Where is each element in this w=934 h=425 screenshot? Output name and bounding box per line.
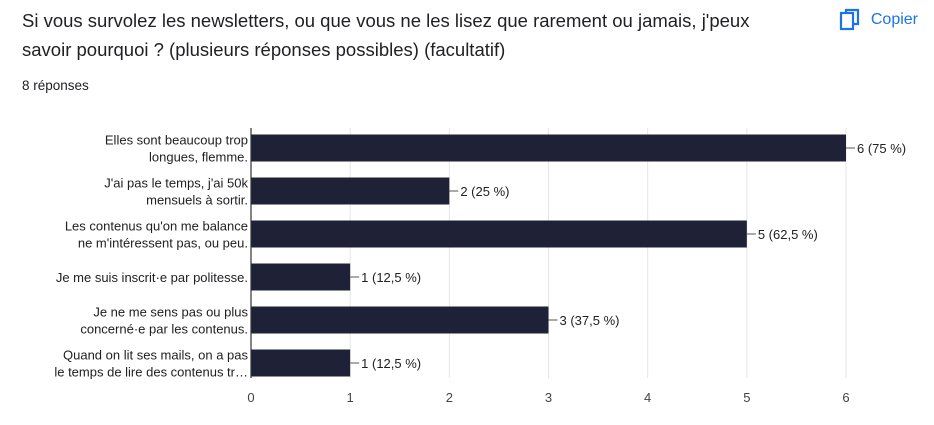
x-tick-label: 2 xyxy=(446,390,453,405)
data-label: 3 (37,5 %) xyxy=(560,313,620,328)
category-label: ne m'intéressent pas, ou peu. xyxy=(78,236,248,251)
response-count: 8 réponses xyxy=(22,78,89,93)
category-label: Quand on lit ses mails, on a pas xyxy=(63,348,248,363)
x-tick-label: 4 xyxy=(644,390,651,405)
data-label: 5 (62,5 %) xyxy=(758,227,818,242)
data-label: 1 (12,5 %) xyxy=(361,270,421,285)
x-tick-label: 6 xyxy=(842,390,849,405)
bar xyxy=(251,134,846,162)
copy-button-label: Copier xyxy=(870,11,918,28)
x-tick-label: 5 xyxy=(743,390,750,405)
data-label: 6 (75 %) xyxy=(857,141,906,156)
x-tick-label: 0 xyxy=(247,390,254,405)
bar xyxy=(251,263,351,291)
category-label: J'ai pas le temps, j'ai 50k xyxy=(104,176,248,191)
bar xyxy=(251,177,450,205)
category-label: Je ne me sens pas ou plus xyxy=(93,305,248,320)
copy-button[interactable]: Copier xyxy=(839,6,918,34)
category-label: Les contenus qu'on me balance xyxy=(65,219,248,234)
question-title: Si vous survolez les newsletters, ou que… xyxy=(22,10,750,60)
data-label: 2 (25 %) xyxy=(460,184,509,199)
category-label: mensuels à sortir. xyxy=(146,193,248,208)
category-label: Je me suis inscrit·e par politesse. xyxy=(56,270,248,285)
data-label: 1 (12,5 %) xyxy=(361,356,421,371)
bar xyxy=(251,349,351,377)
bar xyxy=(251,306,549,334)
bar xyxy=(251,220,747,248)
x-tick-label: 3 xyxy=(545,390,552,405)
category-label: Elles sont beaucoup trop xyxy=(105,133,248,148)
copy-icon xyxy=(839,8,861,32)
category-label: concerné·e par les contenus. xyxy=(80,322,248,337)
x-tick-label: 1 xyxy=(347,390,354,405)
category-label: le temps de lire des contenus tr… xyxy=(54,365,248,380)
category-label: longues, flemme. xyxy=(149,150,248,165)
